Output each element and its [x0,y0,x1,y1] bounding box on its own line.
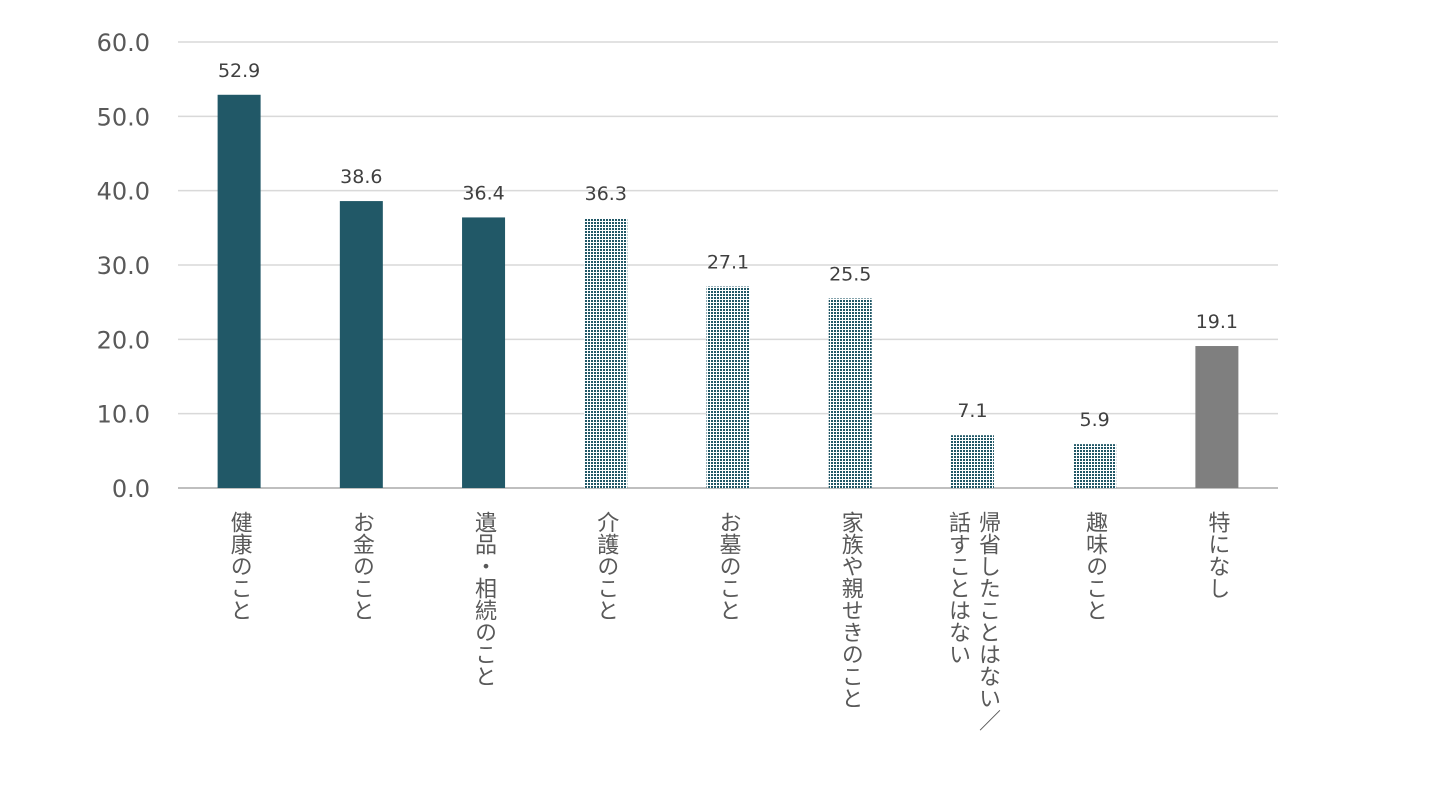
bar [706,286,750,488]
category-label: 帰省したことはない／ [975,511,1001,731]
y-tick-label: 30.0 [97,252,150,280]
category-label: 特になし [1204,511,1230,599]
data-label: 5.9 [1080,409,1110,431]
y-tick-label: 50.0 [97,103,150,131]
y-tick-label: 40.0 [97,178,150,206]
category-labels: 健康のこと お金のこと 遺品・相続のこと 介護のこと お墓のこと 家族や親せきのこと 帰省し… [227,511,1231,731]
bar [217,94,261,488]
category-label: 家族や親せきのこと [838,511,864,709]
data-label: 38.6 [340,166,382,188]
data-label: 36.3 [585,183,627,205]
data-label: 19.1 [1196,311,1238,333]
bar [950,435,994,488]
bar [1073,444,1117,488]
data-labels: 52.9 38.6 36.4 36.3 27.1 25.5 7.1 5.9 19.1 [218,60,1238,431]
category-label: お金のこと [349,511,375,621]
category-label: 介護のこと [593,511,619,621]
category-label: お墓のこと [716,511,742,621]
data-label: 25.5 [829,263,871,285]
y-tick-label: 60.0 [97,29,150,57]
data-label: 27.1 [707,252,749,274]
y-axis-ticks: 0.0 10.0 20.0 30.0 40.0 50.0 60.0 [97,29,150,503]
bars [217,94,1239,489]
bar [828,298,872,488]
data-label: 36.4 [462,182,504,204]
bar [462,217,506,488]
bar [584,218,628,489]
bar [339,201,383,488]
data-label: 7.1 [957,400,987,422]
y-tick-label: 20.0 [97,326,150,354]
category-label: 話すことはない [945,511,971,665]
y-tick-label: 10.0 [97,401,150,429]
category-label: 趣味のこと [1082,511,1108,621]
bar [1195,346,1239,488]
category-label: 健康のこと [227,511,253,621]
y-tick-label: 0.0 [112,475,150,503]
category-label: 遺品・相続のこと [471,511,497,687]
data-label: 52.9 [218,60,260,82]
